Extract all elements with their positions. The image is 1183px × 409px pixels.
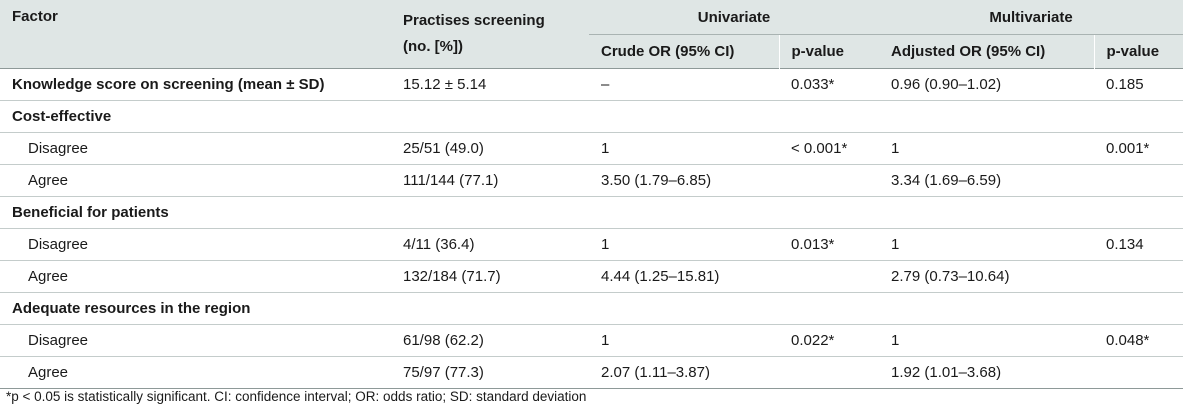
cell-p-value-univariate: 0.033* xyxy=(779,68,880,101)
cell-p-value-multivariate xyxy=(1094,260,1183,293)
header-p-value-multivariate: p-value xyxy=(1093,34,1183,69)
cell-factor: Adequate resources in the region xyxy=(0,292,391,325)
cell-factor: Disagree xyxy=(0,324,391,357)
cell-practises xyxy=(391,292,589,325)
cell-crude-or: 1 xyxy=(589,324,779,357)
header-adjusted-or: Adjusted OR (95% CI) xyxy=(879,34,1095,69)
cell-adjusted-or: 3.34 (1.69–6.59) xyxy=(879,164,1095,197)
header-univariate: Univariate xyxy=(589,0,880,35)
cell-practises: 111/144 (77.1) xyxy=(391,164,589,197)
cell-adjusted-or xyxy=(879,196,1095,229)
cell-practises: 61/98 (62.2) xyxy=(391,324,589,357)
cell-p-value-multivariate xyxy=(1094,164,1183,197)
cell-p-value-univariate: 0.022* xyxy=(779,324,880,357)
cell-crude-or: 4.44 (1.25–15.81) xyxy=(589,260,779,293)
cell-adjusted-or xyxy=(879,292,1095,325)
table-row: Agree 132/184 (71.7) 4.44 (1.25–15.81) 2… xyxy=(0,260,1183,293)
header-factor: Factor xyxy=(0,0,391,69)
cell-practises: 4/11 (36.4) xyxy=(391,228,589,261)
cell-crude-or: 2.07 (1.11–3.87) xyxy=(589,356,779,389)
cell-practises: 75/97 (77.3) xyxy=(391,356,589,389)
cell-crude-or xyxy=(589,292,779,325)
cell-p-value-univariate: 0.013* xyxy=(779,228,880,261)
table-row: Adequate resources in the region xyxy=(0,292,1183,325)
table-body: Knowledge score on screening (mean ± SD)… xyxy=(0,68,1183,389)
cell-p-value-multivariate xyxy=(1094,292,1183,325)
cell-crude-or: – xyxy=(589,68,779,101)
table-row: Agree 111/144 (77.1) 3.50 (1.79–6.85) 3.… xyxy=(0,164,1183,197)
cell-adjusted-or: 1.92 (1.01–3.68) xyxy=(879,356,1095,389)
cell-p-value-multivariate: 0.185 xyxy=(1094,68,1183,101)
table-footnote: *p < 0.05 is statistically significant. … xyxy=(6,389,587,404)
cell-p-value-multivariate: 0.048* xyxy=(1094,324,1183,357)
cell-practises xyxy=(391,196,589,229)
logistic-regression-table: Factor Practises screening (no. [%]) Uni… xyxy=(0,0,1183,389)
cell-p-value-univariate: < 0.001* xyxy=(779,132,880,165)
cell-factor: Cost-effective xyxy=(0,100,391,133)
cell-crude-or: 3.50 (1.79–6.85) xyxy=(589,164,779,197)
table-row: Disagree 25/51 (49.0) 1 < 0.001* 1 0.001… xyxy=(0,132,1183,165)
table-row: Cost-effective xyxy=(0,100,1183,133)
cell-crude-or: 1 xyxy=(589,228,779,261)
cell-factor: Agree xyxy=(0,164,391,197)
header-practises-line1: Practises screening xyxy=(403,12,545,29)
cell-adjusted-or: 0.96 (0.90–1.02) xyxy=(879,68,1095,101)
cell-crude-or: 1 xyxy=(589,132,779,165)
cell-p-value-univariate xyxy=(779,196,880,229)
cell-practises: 15.12 ± 5.14 xyxy=(391,68,589,101)
cell-adjusted-or: 2.79 (0.73–10.64) xyxy=(879,260,1095,293)
cell-p-value-multivariate xyxy=(1094,196,1183,229)
cell-factor: Disagree xyxy=(0,228,391,261)
cell-p-value-multivariate: 0.001* xyxy=(1094,132,1183,165)
cell-factor: Agree xyxy=(0,260,391,293)
cell-crude-or xyxy=(589,196,779,229)
header-practises-line2: (no. [%]) xyxy=(403,38,463,55)
cell-factor: Knowledge score on screening (mean ± SD) xyxy=(0,68,391,101)
cell-crude-or xyxy=(589,100,779,133)
cell-practises xyxy=(391,100,589,133)
cell-factor: Agree xyxy=(0,356,391,389)
cell-adjusted-or: 1 xyxy=(879,324,1095,357)
header-practises-screening: Practises screening (no. [%]) xyxy=(391,0,589,69)
cell-p-value-univariate xyxy=(779,292,880,325)
cell-p-value-univariate xyxy=(779,164,880,197)
table-row: Beneficial for patients xyxy=(0,196,1183,229)
table-row: Knowledge score on screening (mean ± SD)… xyxy=(0,68,1183,101)
header-crude-or: Crude OR (95% CI) xyxy=(589,34,779,69)
cell-p-value-multivariate xyxy=(1094,356,1183,389)
cell-adjusted-or: 1 xyxy=(879,132,1095,165)
table-row: Disagree 61/98 (62.2) 1 0.022* 1 0.048* xyxy=(0,324,1183,357)
cell-practises: 132/184 (71.7) xyxy=(391,260,589,293)
cell-p-value-univariate xyxy=(779,100,880,133)
cell-p-value-multivariate xyxy=(1094,100,1183,133)
results-table-container: Factor Practises screening (no. [%]) Uni… xyxy=(0,0,1183,389)
table-row: Agree 75/97 (77.3) 2.07 (1.11–3.87) 1.92… xyxy=(0,356,1183,389)
table-row: Disagree 4/11 (36.4) 1 0.013* 1 0.134 xyxy=(0,228,1183,261)
header-multivariate: Multivariate xyxy=(879,0,1183,35)
cell-p-value-univariate xyxy=(779,260,880,293)
cell-factor: Disagree xyxy=(0,132,391,165)
cell-adjusted-or: 1 xyxy=(879,228,1095,261)
cell-factor: Beneficial for patients xyxy=(0,196,391,229)
table-header: Factor Practises screening (no. [%]) Uni… xyxy=(0,0,1183,69)
cell-p-value-multivariate: 0.134 xyxy=(1094,228,1183,261)
header-p-value-univariate: p-value xyxy=(778,34,880,69)
cell-practises: 25/51 (49.0) xyxy=(391,132,589,165)
cell-adjusted-or xyxy=(879,100,1095,133)
cell-p-value-univariate xyxy=(779,356,880,389)
